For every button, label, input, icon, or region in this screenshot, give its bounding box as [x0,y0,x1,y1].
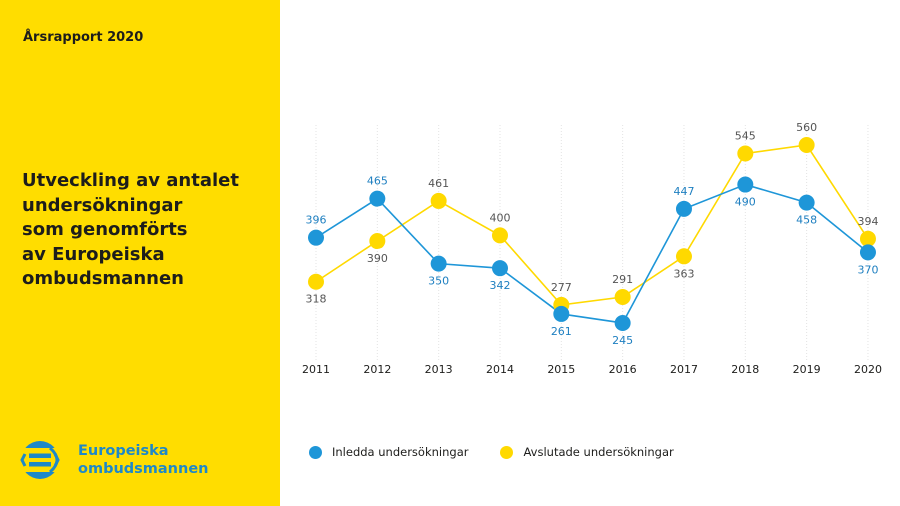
data-point-inledda-2017 [675,200,692,217]
data-label-inledda-2013: 350 [428,275,449,288]
data-point-inledda-2019 [798,194,815,211]
logo-text: Europeiska ombudsmannen [78,443,209,477]
data-label-inledda-2017: 447 [673,185,694,198]
x-axis-ticks: 2011 2012 2013 2014 2015 2016 2017 2018 2019 2020 [302,363,882,376]
legend-item-inledda: Inledda undersökningar [309,445,468,459]
data-label-avslutade-2012: 390 [367,252,388,265]
data-label-avslutade-2020: 394 [857,215,878,228]
data-label-inledda-2015: 261 [551,325,572,338]
grid-lines [315,125,869,360]
line-chart: 318 390 461 400 277 291 363 545 560 394 396 465 350 3… [302,121,882,376]
data-point-inledda-2020 [859,244,876,261]
x-tick-label-2013: 2013 [425,363,453,376]
data-label-inledda-2011: 396 [306,214,327,227]
data-point-avslutade-2011 [308,273,324,290]
data-points [308,137,876,331]
european-ombudsman-logo-icon [20,441,60,479]
x-tick-label-2011: 2011 [302,363,330,376]
data-label-inledda-2020: 370 [857,263,878,276]
data-point-inledda-2014 [491,260,508,277]
data-label-avslutade-2016: 291 [612,273,633,286]
data-label-avslutade-2011: 318 [306,293,327,306]
x-tick-label-2020: 2020 [854,363,882,376]
data-point-inledda-2012 [369,190,386,207]
data-point-avslutade-2017 [675,248,692,265]
data-point-avslutade-2016 [614,288,631,305]
legend-label-inledda: Inledda undersökningar [332,445,469,459]
data-point-avslutade-2014 [491,227,508,244]
sidebar-panel: Årsrapport 2020 Utveckling av antalet un… [0,0,280,506]
data-label-inledda-2019: 458 [796,214,817,227]
data-point-avslutade-2012 [369,233,386,250]
data-labels: 318 390 461 400 277 291 363 545 560 394 396 465 350 3… [306,121,879,347]
report-label: Årsrapport 2020 [23,30,144,45]
legend-item-avslutade: Avslutade undersökningar [500,445,674,459]
series-lines [315,144,869,324]
data-point-avslutade-2018 [737,145,754,162]
data-label-avslutade-2014: 400 [489,211,510,224]
data-point-avslutade-2019 [798,137,815,153]
x-tick-label-2015: 2015 [547,363,575,376]
data-point-inledda-2015 [553,305,570,322]
data-label-avslutade-2019: 560 [796,121,817,134]
data-point-inledda-2018 [737,176,754,193]
x-tick-label-2017: 2017 [670,363,698,376]
data-point-inledda-2011 [308,229,324,246]
x-tick-label-2012: 2012 [363,363,391,376]
x-tick-label-2018: 2018 [731,363,759,376]
x-tick-label-2019: 2019 [793,363,821,376]
legend-marker-avslutade [500,445,514,459]
legend-label-avslutade: Avslutade undersökningar [523,445,674,459]
legend-marker-inledda [309,445,322,459]
data-point-avslutade-2020 [859,230,876,247]
data-label-avslutade-2018: 545 [735,129,756,142]
chart-title: Utveckling av antalet undersökningar som… [22,170,239,289]
data-label-inledda-2012: 465 [367,175,388,188]
data-label-avslutade-2015: 277 [551,281,572,294]
logo: Europeiska ombudsmannen [20,440,208,480]
data-point-inledda-2016 [614,314,631,331]
data-label-inledda-2016: 245 [612,334,633,347]
series-line-avslutade [315,144,869,306]
x-tick-label-2014: 2014 [486,363,514,376]
data-point-inledda-2013 [430,255,447,272]
data-point-avslutade-2013 [430,192,447,209]
series-line-inledda [315,183,869,324]
legend: Inledda undersökningar Avslutade undersö… [309,445,706,459]
x-tick-label-2016: 2016 [609,363,637,376]
data-label-avslutade-2017: 363 [673,267,694,280]
data-label-inledda-2014: 342 [489,279,510,292]
data-label-avslutade-2013: 461 [428,177,449,190]
data-label-inledda-2018: 490 [735,196,756,209]
